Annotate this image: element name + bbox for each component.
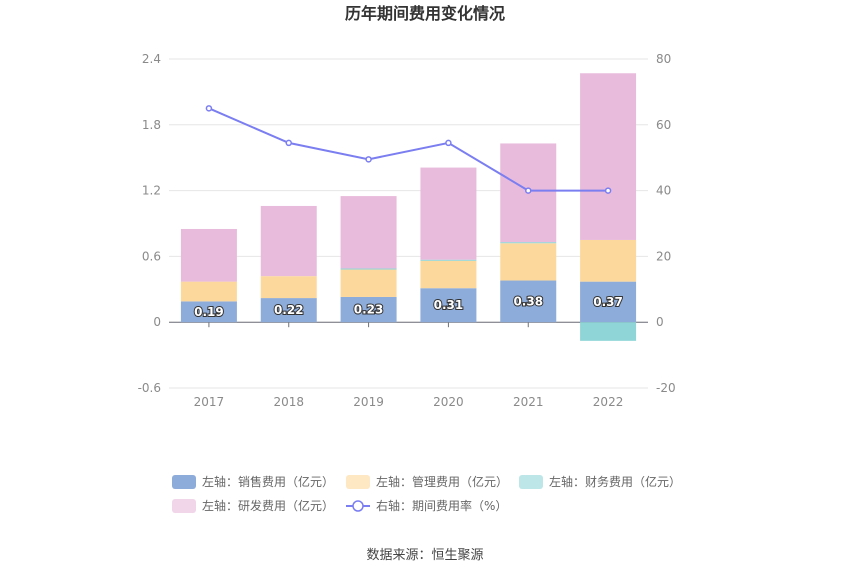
legend-label: 左轴：销售费用（亿元） xyxy=(202,474,334,489)
bar-segment xyxy=(420,260,477,289)
left-tick-label: 1.8 xyxy=(142,118,161,132)
data-label: 0.37 xyxy=(593,295,623,309)
bar-segment xyxy=(500,280,557,323)
x-tick-label: 2018 xyxy=(273,395,304,409)
bar-segment xyxy=(340,268,397,270)
bar-segment xyxy=(340,196,397,269)
bar-segment xyxy=(180,281,237,302)
legend-swatch xyxy=(346,475,370,489)
x-tick-label: 2022 xyxy=(593,395,624,409)
rate-line xyxy=(208,107,609,192)
bar-segment xyxy=(420,167,477,260)
legend-label: 左轴：研发费用（亿元） xyxy=(202,498,334,513)
left-tick-label: 2.4 xyxy=(142,52,161,66)
chart-title: 历年期间费用变化情况 xyxy=(345,4,505,23)
line-point xyxy=(445,139,452,147)
right-tick-label: -20 xyxy=(656,381,676,395)
data-label: 0.38 xyxy=(513,294,543,308)
line-point xyxy=(205,105,213,112)
bar-segment xyxy=(180,228,237,282)
legend-line-marker xyxy=(352,500,364,512)
legend-swatch xyxy=(172,475,196,489)
bar-series xyxy=(180,73,637,341)
data-label: 0.19 xyxy=(194,305,224,319)
legend-label: 左轴：管理费用（亿元） xyxy=(376,474,508,489)
bar-data-labels: 0.19 0.22 0.23 0.31 0.38 0.37 xyxy=(193,293,624,319)
line-series xyxy=(205,105,612,194)
line-point xyxy=(365,156,372,163)
right-tick-label: 20 xyxy=(656,249,671,263)
bar-segment xyxy=(580,239,637,282)
bar-segment xyxy=(260,276,317,299)
bar-segment xyxy=(420,288,477,323)
bar-segment xyxy=(580,322,637,341)
right-tick-label: 0 xyxy=(656,315,664,329)
left-tick-label: 0.6 xyxy=(142,249,161,263)
right-tick-label: 40 xyxy=(656,184,671,198)
legend-swatch xyxy=(172,499,196,513)
bar-segment xyxy=(180,301,237,323)
line-point xyxy=(525,187,532,194)
bar-segment xyxy=(340,269,397,297)
legend-label: 左轴：财务费用（亿元） xyxy=(549,474,681,489)
left-tick-label: 1.2 xyxy=(142,184,161,198)
data-label: 0.22 xyxy=(274,303,304,317)
legend-swatch xyxy=(519,475,543,489)
data-label: 0.23 xyxy=(354,303,384,317)
grid-lines xyxy=(169,58,648,389)
bar-segment xyxy=(260,298,317,323)
left-tick-label: 0 xyxy=(153,315,161,329)
source-note: 数据来源：恒生聚源 xyxy=(366,548,483,563)
right-axis: -20 0 20 40 60 80 xyxy=(656,52,676,395)
bar-segment xyxy=(260,205,317,277)
left-axis: -0.6 0 0.6 1.2 1.8 2.4 xyxy=(138,52,161,395)
legend: 左轴：销售费用（亿元） 左轴：管理费用（亿元） 左轴：财务费用（亿元） 左轴：研发费用… xyxy=(172,474,681,513)
x-tick-label: 2020 xyxy=(433,395,464,409)
legend-label: 右轴：期间费用率（%） xyxy=(376,498,507,513)
right-tick-label: 60 xyxy=(656,118,671,132)
bar-segment xyxy=(340,296,397,323)
x-tick-label: 2021 xyxy=(513,395,544,409)
bar-segment xyxy=(580,281,637,323)
line-point xyxy=(604,187,612,194)
bar-segment xyxy=(500,243,557,281)
bar-segment xyxy=(580,73,637,240)
right-tick-label: 80 xyxy=(656,52,671,66)
bar-segment xyxy=(420,259,477,261)
left-tick-label: -0.6 xyxy=(138,381,161,395)
data-label: 0.31 xyxy=(434,298,464,312)
bar-segment xyxy=(500,242,557,244)
x-tick-label: 2017 xyxy=(194,395,225,409)
line-point xyxy=(285,139,292,147)
x-tick-label: 2019 xyxy=(353,395,384,409)
x-axis: 2017 2018 2019 2020 2021 2022 xyxy=(194,395,624,409)
